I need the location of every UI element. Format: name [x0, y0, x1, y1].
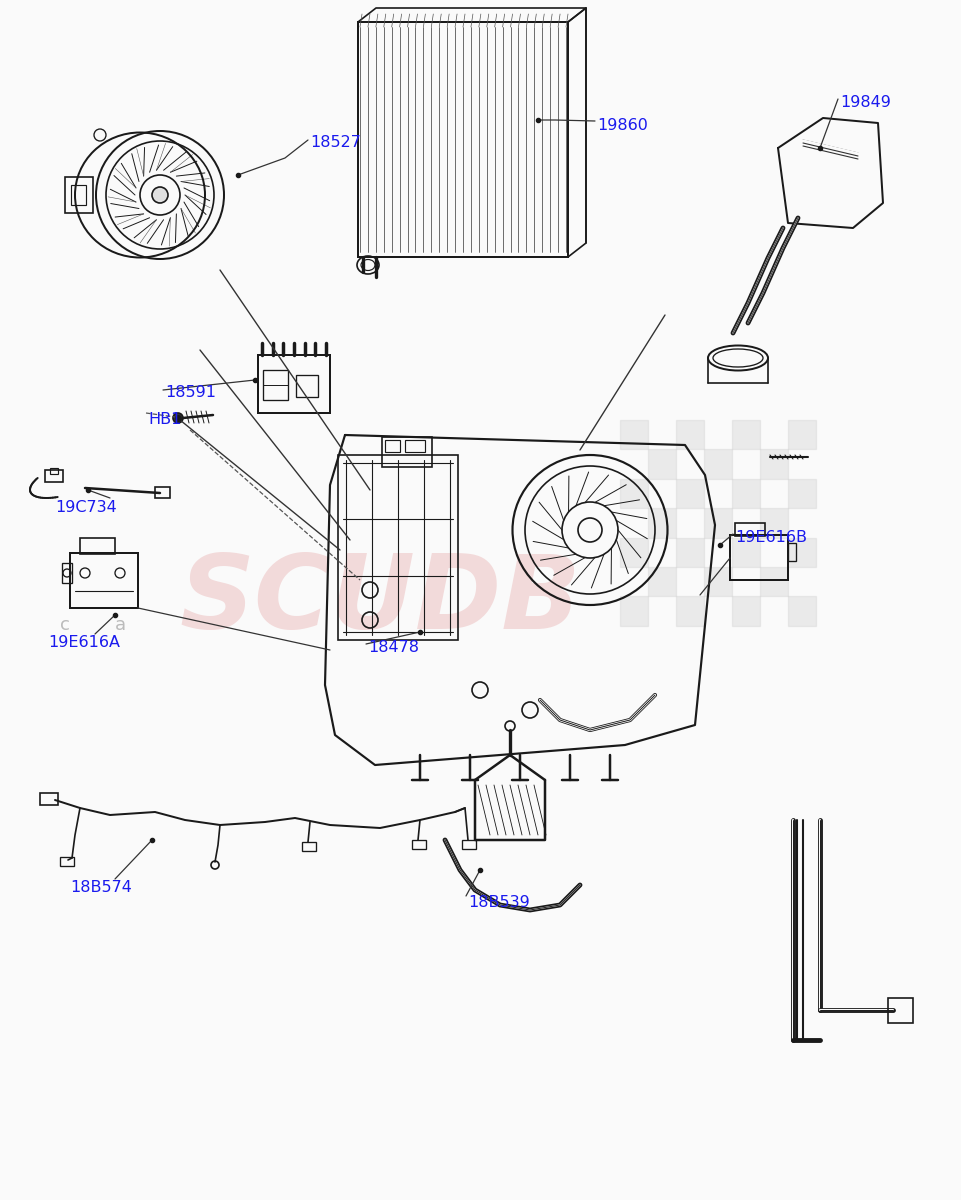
Bar: [619, 420, 648, 449]
Bar: [70, 553, 137, 608]
Bar: [65, 176, 93, 214]
Bar: [787, 538, 815, 566]
Text: 18478: 18478: [368, 640, 419, 655]
Bar: [759, 449, 787, 479]
Bar: [703, 509, 731, 538]
Circle shape: [173, 413, 183, 422]
Bar: [50, 468, 58, 474]
Text: HB1: HB1: [148, 412, 182, 427]
Bar: [731, 420, 759, 449]
Bar: [787, 420, 815, 449]
Text: 18B574: 18B574: [70, 880, 132, 895]
Bar: [62, 563, 72, 583]
Bar: [71, 185, 86, 205]
Text: 19E616A: 19E616A: [48, 635, 120, 650]
Bar: [384, 440, 400, 452]
Bar: [731, 479, 759, 508]
Bar: [262, 370, 287, 400]
Bar: [787, 596, 815, 625]
Text: c: c: [60, 616, 70, 634]
Text: 18B539: 18B539: [467, 895, 530, 910]
Bar: [703, 449, 731, 479]
Bar: [787, 542, 795, 560]
Bar: [405, 440, 425, 452]
Bar: [302, 842, 315, 851]
Text: 18591: 18591: [165, 385, 216, 400]
Bar: [648, 566, 676, 596]
Bar: [60, 857, 74, 866]
Text: 19849: 19849: [839, 95, 890, 110]
Text: 19860: 19860: [597, 118, 647, 133]
Bar: [357, 22, 567, 257]
Text: 19E616B: 19E616B: [734, 530, 806, 545]
Bar: [676, 596, 703, 625]
Bar: [648, 449, 676, 479]
Bar: [45, 470, 62, 482]
Bar: [676, 479, 703, 508]
Bar: [759, 509, 787, 538]
Circle shape: [152, 187, 168, 203]
Bar: [411, 840, 426, 850]
Bar: [619, 479, 648, 508]
Bar: [296, 374, 318, 397]
Bar: [337, 455, 457, 640]
Bar: [731, 538, 759, 566]
Bar: [619, 596, 648, 625]
Text: 19C734: 19C734: [55, 500, 116, 515]
Bar: [619, 538, 648, 566]
Text: SCUDB: SCUDB: [179, 550, 580, 650]
Text: a: a: [114, 616, 126, 634]
Bar: [676, 420, 703, 449]
Bar: [648, 509, 676, 538]
Bar: [676, 538, 703, 566]
Bar: [258, 355, 330, 413]
Bar: [887, 998, 912, 1022]
Text: 18527: 18527: [309, 134, 360, 150]
Bar: [461, 840, 476, 850]
Bar: [155, 487, 170, 498]
Bar: [729, 535, 787, 580]
Bar: [787, 479, 815, 508]
Bar: [759, 566, 787, 596]
Bar: [734, 523, 764, 536]
Bar: [703, 566, 731, 596]
Bar: [40, 793, 58, 805]
Bar: [382, 437, 431, 467]
Bar: [80, 538, 115, 554]
Bar: [731, 596, 759, 625]
